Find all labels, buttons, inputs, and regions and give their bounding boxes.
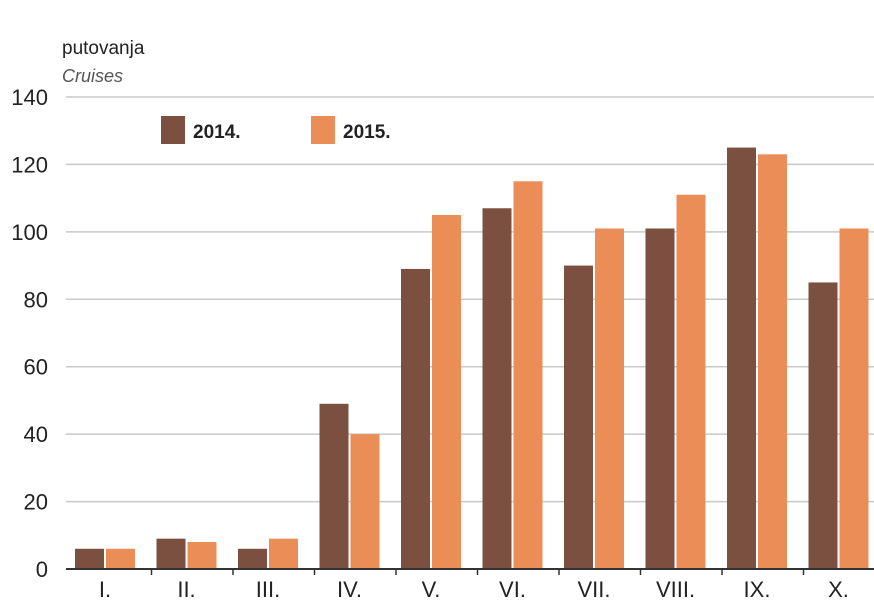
- bar-2015-VIII: [676, 194, 706, 569]
- y-tick-label: 140: [11, 85, 48, 110]
- bar-2014-VIII: [645, 228, 675, 569]
- x-tick-label: I.: [99, 577, 111, 602]
- y-tick-label: 80: [24, 287, 48, 312]
- y-tick-label: 60: [24, 355, 48, 380]
- bar-2014-IV: [319, 403, 349, 569]
- y-tick-label: 20: [24, 490, 48, 515]
- bar-2014-II: [156, 538, 186, 569]
- bar-2014-VII: [564, 265, 593, 569]
- bar-2014-V: [401, 268, 430, 569]
- x-tick-label: VI.: [499, 577, 526, 602]
- bar-2014-I: [75, 548, 104, 569]
- bar-2014-IX: [727, 147, 756, 570]
- legend: 2014. 2015.: [161, 116, 391, 144]
- bar-2015-III: [269, 538, 298, 569]
- bars: [75, 147, 869, 570]
- x-tick-label: IX.: [744, 577, 771, 602]
- legend-swatch-2015: [311, 116, 335, 144]
- y-tick-label: 120: [11, 152, 48, 177]
- bar-2015-I: [106, 548, 135, 569]
- y-axis-subtitle: Cruises: [62, 66, 123, 86]
- x-tick-label: IV.: [337, 577, 362, 602]
- x-tick-label: VII.: [577, 577, 610, 602]
- y-axis-title: putovanja: [62, 38, 145, 59]
- axes: 0 20 40 60 80 100 120 140 I. II. III. IV. V. VI. VII. V…: [11, 85, 874, 602]
- x-tick-label: II.: [177, 577, 195, 602]
- y-tick-label: 100: [11, 220, 48, 245]
- bar-2015-VII: [595, 228, 624, 569]
- bar-2015-V: [432, 215, 461, 569]
- bar-2014-III: [238, 548, 267, 569]
- y-tick-label: 0: [36, 557, 48, 582]
- bar-2015-VI: [513, 181, 543, 570]
- legend-swatch-2014: [161, 116, 185, 144]
- grid-lines: [66, 96, 874, 503]
- y-tick-label: 40: [24, 422, 48, 447]
- bar-2015-IV: [350, 434, 380, 569]
- x-tick-label: V.: [422, 577, 441, 602]
- bar-2014-X: [808, 282, 838, 569]
- legend-label-2015: 2015.: [343, 122, 391, 143]
- x-tick-label: III.: [256, 577, 280, 602]
- x-tick-label: X.: [828, 577, 849, 602]
- bar-2014-VI: [482, 208, 512, 569]
- x-tick-label: VIII.: [656, 577, 695, 602]
- legend-label-2014: 2014.: [193, 122, 241, 143]
- bar-2015-II: [187, 542, 217, 569]
- bar-2015-IX: [758, 154, 787, 570]
- bar-2015-X: [839, 228, 869, 569]
